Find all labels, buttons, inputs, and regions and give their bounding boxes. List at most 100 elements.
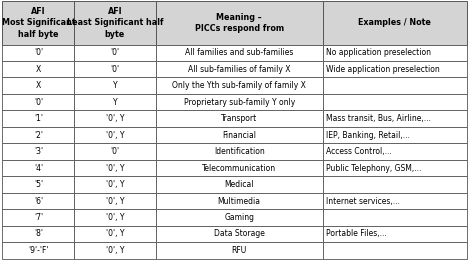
Bar <box>156 61 323 77</box>
Text: '7': '7' <box>34 213 43 222</box>
Bar <box>156 193 323 209</box>
Text: Multimedia: Multimedia <box>218 197 261 206</box>
Bar <box>323 61 467 77</box>
Text: AFI
Most Significant
half byte: AFI Most Significant half byte <box>1 7 75 38</box>
Bar <box>156 160 323 176</box>
Text: AFI
Least Significant half
byte: AFI Least Significant half byte <box>67 7 163 38</box>
Bar <box>2 110 74 127</box>
Text: '0': '0' <box>34 98 43 107</box>
Bar <box>323 94 467 110</box>
Text: X: X <box>36 81 41 90</box>
Bar <box>74 94 156 110</box>
Bar <box>2 242 74 259</box>
Bar <box>156 127 323 143</box>
Text: Portable Files,...: Portable Files,... <box>325 230 386 238</box>
Bar <box>323 143 467 160</box>
Bar <box>2 226 74 242</box>
Text: Financial: Financial <box>222 131 256 140</box>
Bar <box>156 94 323 110</box>
Bar <box>74 61 156 77</box>
Text: All families and sub-families: All families and sub-families <box>185 48 293 57</box>
Text: '0': '0' <box>110 147 120 156</box>
Bar <box>323 77 467 94</box>
Bar <box>2 44 74 61</box>
Bar <box>323 127 467 143</box>
Bar <box>74 77 156 94</box>
Bar <box>74 226 156 242</box>
Text: Mass transit, Bus, Airline,...: Mass transit, Bus, Airline,... <box>325 114 431 123</box>
Text: '0', Y: '0', Y <box>106 246 124 255</box>
Text: '0': '0' <box>34 48 43 57</box>
Text: Transport: Transport <box>221 114 257 123</box>
Text: '0', Y: '0', Y <box>106 164 124 173</box>
Bar <box>2 176 74 193</box>
Bar <box>156 44 323 61</box>
Bar <box>156 209 323 226</box>
Text: Data Storage: Data Storage <box>214 230 265 238</box>
Bar <box>323 242 467 259</box>
Bar <box>2 61 74 77</box>
Text: Examples / Note: Examples / Note <box>358 18 431 27</box>
Bar <box>74 44 156 61</box>
Bar <box>323 226 467 242</box>
Bar <box>74 193 156 209</box>
Text: Telecommunication: Telecommunication <box>202 164 276 173</box>
Bar <box>2 77 74 94</box>
Text: '8': '8' <box>34 230 43 238</box>
Text: X: X <box>36 65 41 74</box>
Bar <box>323 160 467 176</box>
Text: Y: Y <box>113 81 117 90</box>
Text: '3': '3' <box>34 147 43 156</box>
Bar <box>156 77 323 94</box>
Text: Gaming: Gaming <box>224 213 254 222</box>
Bar <box>74 127 156 143</box>
Bar <box>323 176 467 193</box>
Bar <box>74 209 156 226</box>
Bar <box>156 110 323 127</box>
Text: RFU: RFU <box>232 246 247 255</box>
Text: All sub-families of family X: All sub-families of family X <box>188 65 290 74</box>
Text: Proprietary sub-family Y only: Proprietary sub-family Y only <box>183 98 295 107</box>
Bar <box>74 1 156 44</box>
Text: Identification: Identification <box>214 147 265 156</box>
Text: '9'-'F': '9'-'F' <box>28 246 49 255</box>
Bar <box>74 176 156 193</box>
Text: Only the Yth sub-family of family X: Only the Yth sub-family of family X <box>172 81 306 90</box>
Text: Access Control,...: Access Control,... <box>325 147 391 156</box>
Text: '0', Y: '0', Y <box>106 131 124 140</box>
Text: '5': '5' <box>34 180 43 189</box>
Bar <box>74 242 156 259</box>
Text: '6': '6' <box>34 197 43 206</box>
Bar <box>74 160 156 176</box>
Bar <box>323 193 467 209</box>
Bar <box>74 110 156 127</box>
Bar <box>156 242 323 259</box>
Text: '1': '1' <box>34 114 43 123</box>
Text: Internet services,...: Internet services,... <box>325 197 400 206</box>
Bar <box>2 143 74 160</box>
Text: '0', Y: '0', Y <box>106 213 124 222</box>
Bar <box>2 193 74 209</box>
Text: Meaning –
PICCs respond from: Meaning – PICCs respond from <box>195 13 284 33</box>
Text: '2': '2' <box>34 131 43 140</box>
Bar <box>323 110 467 127</box>
Bar <box>74 143 156 160</box>
Bar <box>2 160 74 176</box>
Text: '4': '4' <box>34 164 43 173</box>
Bar <box>323 44 467 61</box>
Bar <box>2 94 74 110</box>
Text: Y: Y <box>113 98 117 107</box>
Text: '0', Y: '0', Y <box>106 230 124 238</box>
Text: '0', Y: '0', Y <box>106 197 124 206</box>
Text: Wide application preselection: Wide application preselection <box>325 65 439 74</box>
Bar <box>156 176 323 193</box>
Bar <box>156 143 323 160</box>
Bar <box>2 127 74 143</box>
Bar <box>323 209 467 226</box>
Text: '0': '0' <box>110 48 120 57</box>
Bar <box>2 1 74 44</box>
Bar <box>156 1 323 44</box>
Text: '0': '0' <box>110 65 120 74</box>
Text: Medical: Medical <box>224 180 254 189</box>
Bar <box>2 209 74 226</box>
